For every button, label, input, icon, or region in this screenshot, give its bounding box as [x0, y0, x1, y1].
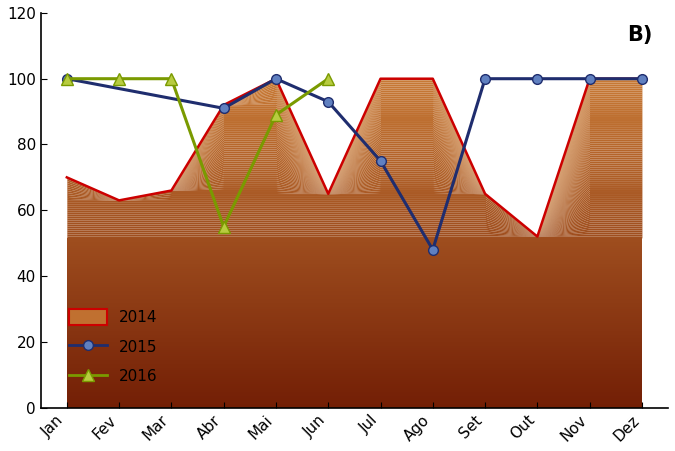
- Text: B): B): [627, 25, 652, 45]
- Legend: 2014, 2015, 2016: 2014, 2015, 2016: [61, 301, 165, 392]
